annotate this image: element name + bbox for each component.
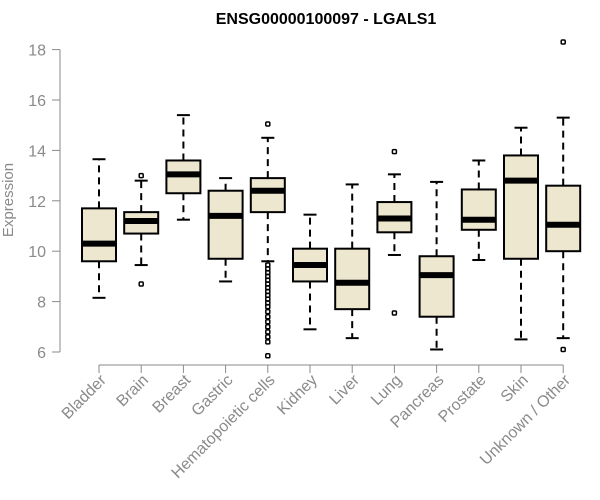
outlier-point xyxy=(265,339,271,345)
x-tick-label: Skin xyxy=(498,372,532,406)
box-iqr xyxy=(418,255,455,318)
box-breast xyxy=(165,114,202,221)
outlier-point xyxy=(265,121,271,127)
box-iqr xyxy=(460,188,497,231)
outlier-point xyxy=(265,329,271,335)
box-iqr xyxy=(334,247,371,311)
box-unknown-other xyxy=(545,39,582,353)
box-kidney xyxy=(292,213,328,331)
x-tick-label: Kidney xyxy=(274,372,321,419)
chart-title: ENSG00000100097 - LGALS1 xyxy=(216,11,437,28)
x-tick-label: Breast xyxy=(150,371,195,416)
outlier-point xyxy=(138,172,144,179)
box-plots xyxy=(81,39,582,359)
box-hematopoietic-cells xyxy=(249,121,286,359)
y-tick-label: 14 xyxy=(28,143,46,160)
box-gastric xyxy=(207,177,244,283)
y-axis: 6 8 10 12 14 16 18 xyxy=(28,43,61,362)
box-liver xyxy=(334,183,371,340)
outlier-point xyxy=(560,39,566,45)
outlier-point xyxy=(265,308,271,315)
box-prostate xyxy=(460,159,497,262)
outlier-point xyxy=(391,148,398,155)
x-tick-label: Lung xyxy=(368,372,405,409)
box-lung xyxy=(376,148,413,316)
y-axis-label: Expression xyxy=(0,163,17,237)
box-iqr xyxy=(503,154,539,260)
box-pancreas xyxy=(418,180,455,351)
outlier-point xyxy=(265,303,271,310)
box-brain xyxy=(123,172,160,287)
y-tick-label: 8 xyxy=(37,295,46,312)
box-iqr xyxy=(249,177,286,214)
y-tick-label: 6 xyxy=(37,345,46,362)
outlier-point xyxy=(265,353,271,359)
outlier-point xyxy=(138,281,144,287)
x-tick-label: Bladder xyxy=(59,371,110,422)
outlier-point xyxy=(265,334,271,340)
y-tick-label: 18 xyxy=(28,43,46,60)
box-iqr xyxy=(81,207,117,263)
box-bladder xyxy=(81,158,117,299)
outlier-point xyxy=(560,346,566,353)
x-tick-label: Brain xyxy=(114,372,152,410)
x-tick-label: Prostate xyxy=(435,372,489,426)
box-iqr xyxy=(207,189,244,260)
outlier-point xyxy=(265,313,271,320)
outlier-point xyxy=(391,310,398,316)
y-tick-label: 12 xyxy=(28,194,46,211)
y-tick-label: 10 xyxy=(28,244,46,261)
box-skin xyxy=(503,126,539,341)
box-iqr xyxy=(545,184,582,253)
outlier-point xyxy=(265,324,271,330)
x-tick-label: Liver xyxy=(326,371,363,408)
outlier-point xyxy=(265,319,271,325)
y-tick-label: 16 xyxy=(28,93,46,110)
